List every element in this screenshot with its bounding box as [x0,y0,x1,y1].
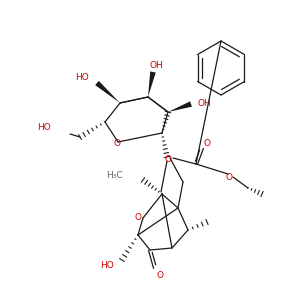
Text: O: O [164,155,172,164]
Text: HO: HO [75,74,89,82]
Text: O: O [134,212,142,221]
Polygon shape [168,101,192,112]
Text: HO: HO [37,124,51,133]
Polygon shape [95,81,120,103]
Text: OH: OH [149,61,163,70]
Polygon shape [148,71,156,97]
Text: O: O [226,172,232,182]
Text: HO: HO [100,260,114,269]
Text: OH: OH [198,98,212,107]
Text: O: O [203,140,211,148]
Text: O: O [157,272,164,280]
Text: H₃C: H₃C [106,172,123,181]
Text: O: O [113,139,121,148]
